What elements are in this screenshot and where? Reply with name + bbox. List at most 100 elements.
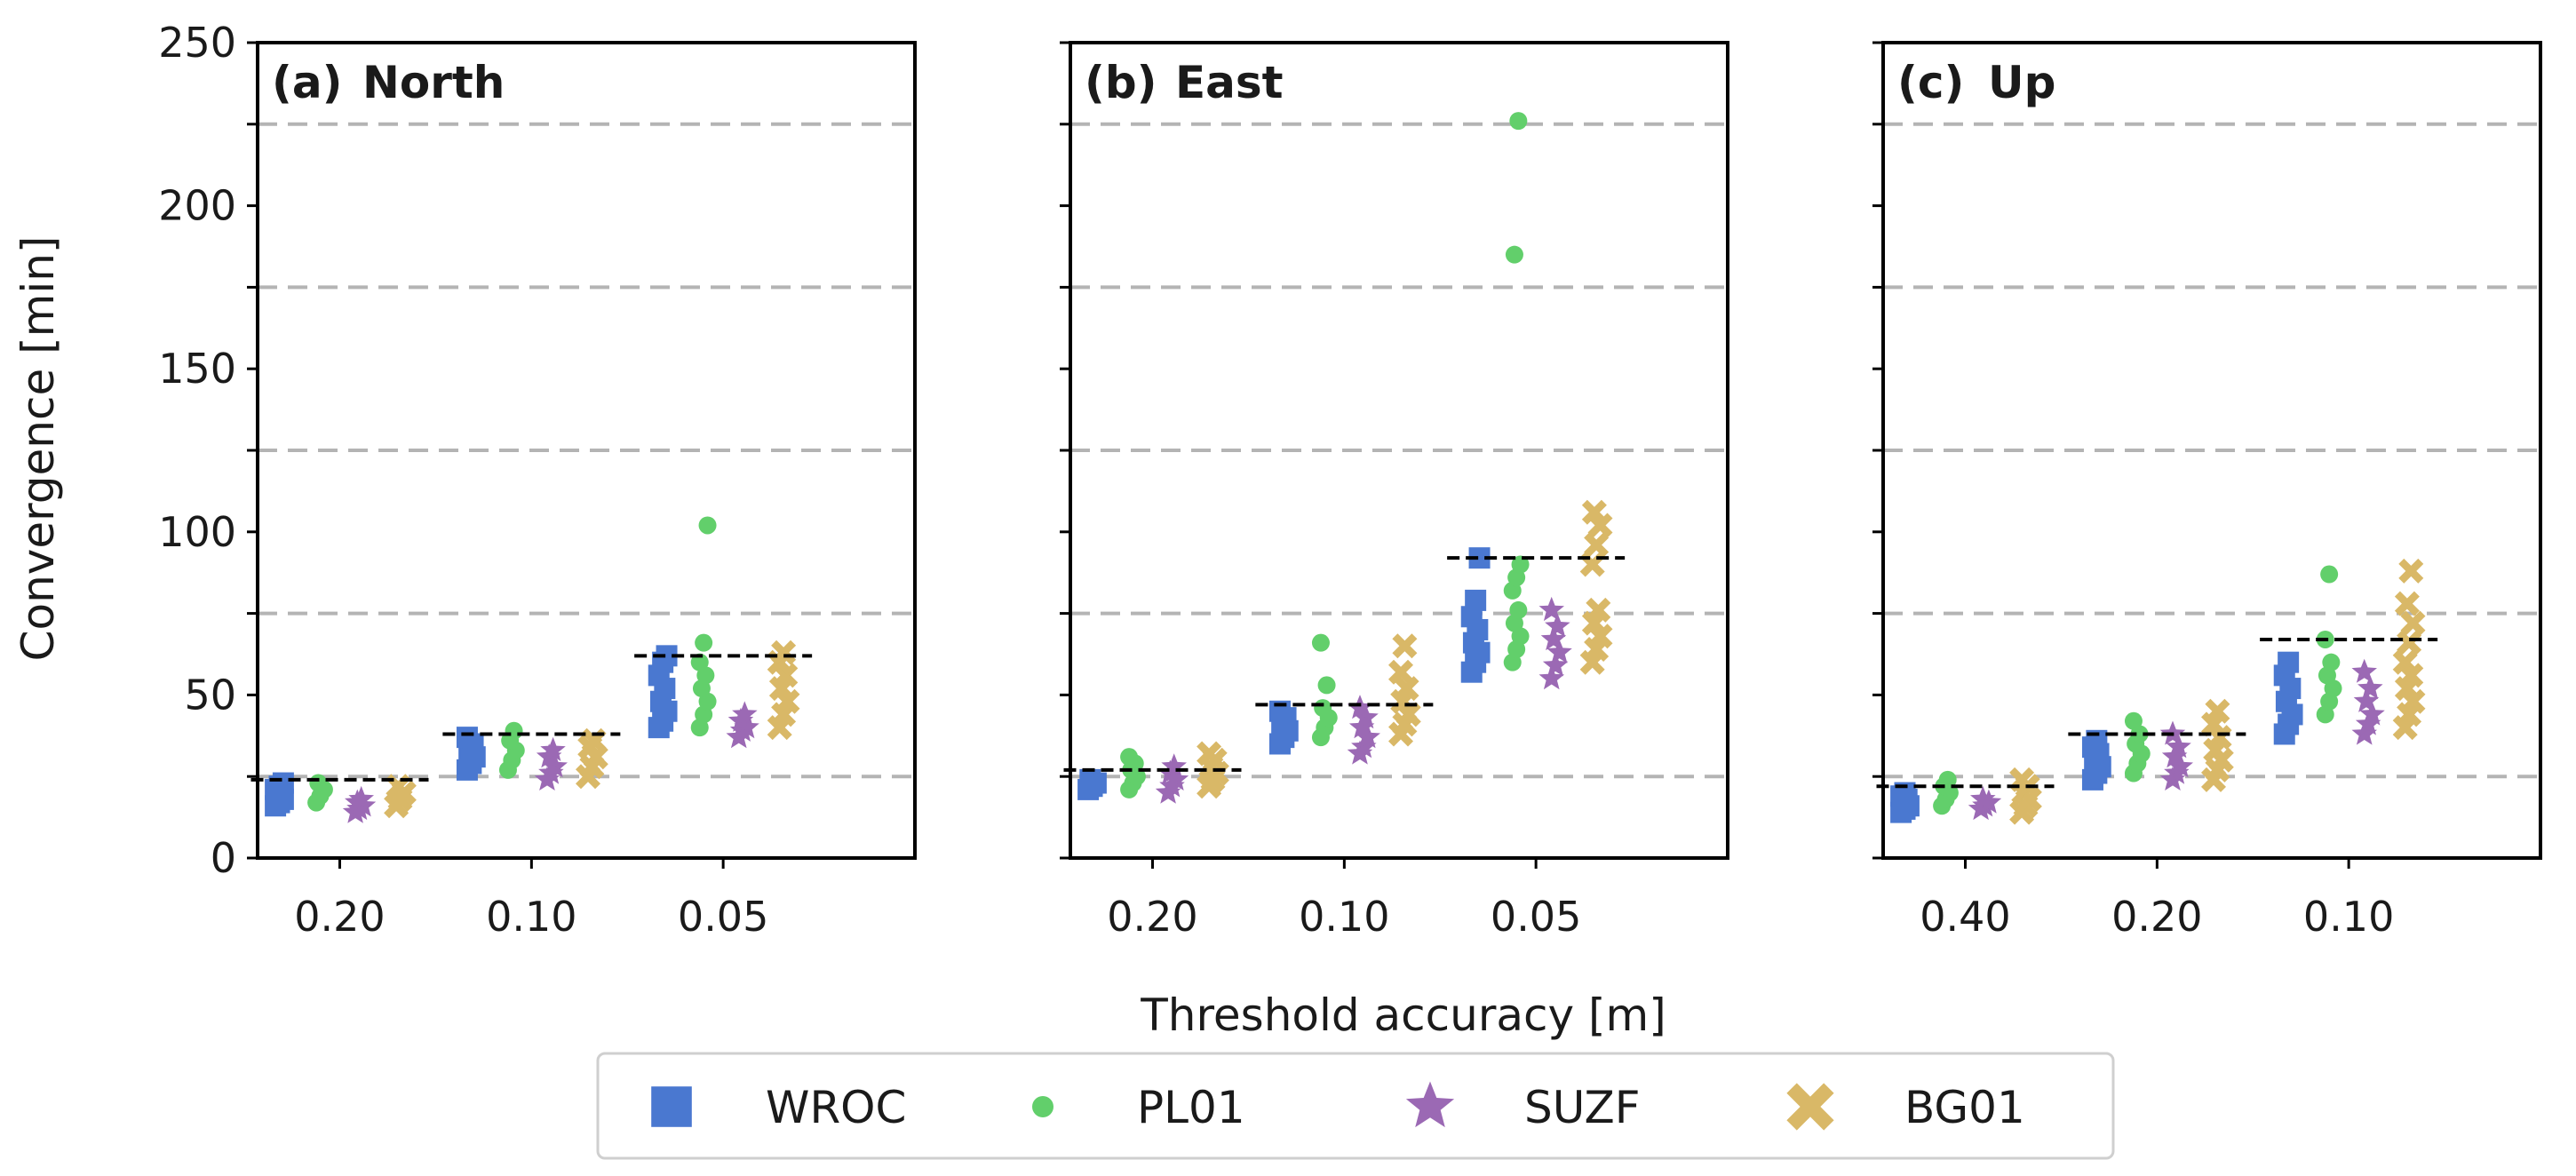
- panel-label: (b): [1085, 57, 1157, 108]
- data-point-suzf: [2353, 687, 2380, 712]
- y-tick-label: 50: [184, 671, 236, 719]
- legend-marker-bg01: [1786, 1083, 1834, 1131]
- y-tick-label: 150: [158, 345, 236, 393]
- data-point-bg01: [2400, 688, 2426, 714]
- data-point-suzf: [1540, 626, 1567, 651]
- x-tick-label: 0.20: [2111, 893, 2202, 941]
- data-point-pl01: [1311, 633, 1330, 652]
- data-point-suzf: [2161, 743, 2188, 768]
- data-point-pl01: [1120, 748, 1139, 767]
- data-point-suzf: [2359, 701, 2385, 726]
- data-point-suzf: [732, 701, 758, 726]
- data-point-wroc: [272, 772, 294, 794]
- data-point-pl01: [1317, 676, 1336, 695]
- data-point-pl01: [690, 653, 709, 671]
- data-point-suzf: [1545, 613, 1570, 638]
- data-point-pl01: [1509, 112, 1528, 131]
- data-point-suzf: [1542, 652, 1569, 677]
- data-point-suzf: [1161, 753, 1187, 778]
- panel-frame: [256, 41, 917, 860]
- data-point-pl01: [1511, 555, 1530, 574]
- y-tick-label: 250: [158, 19, 236, 67]
- data-point-suzf: [2351, 720, 2377, 745]
- panel-north: 0 50 100 150 200 250 0.20 0.10 0.05 (a) North: [158, 19, 917, 941]
- panel-up: 0.40 0.20 0.10 (c) Up: [1872, 41, 2542, 941]
- data-point-suzf: [1351, 734, 1377, 759]
- data-point-bg01: [771, 640, 797, 665]
- y-tick-label: 0: [211, 834, 236, 882]
- panel-label: (a): [272, 57, 342, 108]
- data-point-suzf: [1546, 639, 1572, 663]
- legend-label-pl01: PL01: [1137, 1082, 1245, 1133]
- data-point-bg01: [2400, 610, 2426, 636]
- data-point-suzf: [1538, 665, 1564, 690]
- data-point-pl01: [1509, 600, 1528, 619]
- y-tick-label: 100: [158, 508, 236, 556]
- x-tick-label: 0.10: [486, 893, 576, 941]
- data-point-wroc: [456, 727, 478, 749]
- legend-label-bg01: BG01: [1904, 1082, 2025, 1133]
- data-point-suzf: [2166, 734, 2191, 759]
- data-point-bg01: [1581, 499, 1607, 525]
- data-point-suzf: [540, 736, 566, 761]
- data-point-bg01: [1586, 597, 1611, 623]
- data-point-bg01: [2397, 630, 2422, 656]
- data-point-bg01: [2205, 698, 2230, 724]
- data-point-pl01: [695, 633, 713, 652]
- x-tick-label: 0.20: [1107, 893, 1197, 941]
- data-point-pl01: [2320, 565, 2339, 584]
- legend-label-suzf: SUZF: [1524, 1082, 1640, 1133]
- data-point-pl01: [2124, 711, 2143, 730]
- data-point-bg01: [1197, 741, 1222, 767]
- panel-title: Up: [1988, 57, 2055, 108]
- data-point-bg01: [2394, 591, 2420, 616]
- data-point-pl01: [698, 516, 717, 535]
- x-tick-label: 0.20: [294, 893, 385, 941]
- data-point-suzf: [1348, 714, 1375, 739]
- data-point-bg01: [1392, 633, 1418, 659]
- x-tick-label: 0.40: [1920, 893, 2010, 941]
- data-point-suzf: [1970, 785, 1996, 810]
- data-point-wroc: [2278, 651, 2300, 673]
- legend: WROC PL01 SUZF BG01: [596, 1052, 2115, 1160]
- data-point-bg01: [1388, 659, 1413, 685]
- data-point-suzf: [2355, 711, 2381, 735]
- panel-label: (c): [1897, 57, 1964, 108]
- legend-marker-pl01: [1032, 1096, 1053, 1117]
- data-point-wroc: [1079, 768, 1101, 791]
- data-point-suzf: [1976, 789, 2002, 814]
- data-point-bg01: [1394, 676, 1419, 702]
- y-tick-label: 200: [158, 182, 236, 230]
- data-point-suzf: [1538, 596, 1564, 622]
- panel-title: North: [362, 57, 505, 108]
- x-tick-label: 0.10: [1299, 893, 1389, 941]
- data-point-wroc: [1465, 589, 1487, 611]
- x-tick-label: 0.05: [1491, 893, 1581, 941]
- data-point-suzf: [2357, 675, 2383, 700]
- data-point-pl01: [1938, 770, 1957, 789]
- panel-frame: [1069, 41, 1729, 860]
- data-point-bg01: [2398, 558, 2424, 584]
- y-axis-title: Convergence [min]: [12, 236, 64, 662]
- legend-label-wroc: WROC: [766, 1082, 906, 1133]
- panel-east: 0.20 0.10 0.05 (b) East: [1060, 41, 1729, 941]
- data-point-pl01: [505, 721, 523, 740]
- data-point-suzf: [1347, 695, 1373, 719]
- data-point-pl01: [1505, 245, 1523, 264]
- x-tick-label: 0.10: [2303, 893, 2394, 941]
- data-point-bg01: [2392, 649, 2418, 675]
- x-tick-label: 0.05: [678, 893, 768, 941]
- x-axis-title: Threshold accuracy [m]: [1140, 989, 1666, 1041]
- data-point-bg01: [1579, 552, 1605, 577]
- legend-marker-wroc: [651, 1086, 692, 1127]
- data-point-pl01: [309, 774, 328, 792]
- data-point-pl01: [1314, 699, 1332, 718]
- legend-frame: [596, 1052, 2115, 1160]
- data-point-pl01: [2322, 653, 2341, 671]
- data-point-suzf: [2351, 658, 2377, 683]
- data-point-bg01: [1584, 532, 1610, 558]
- panel-frame: [1881, 41, 2542, 860]
- legend-marker-suzf: [1405, 1081, 1455, 1128]
